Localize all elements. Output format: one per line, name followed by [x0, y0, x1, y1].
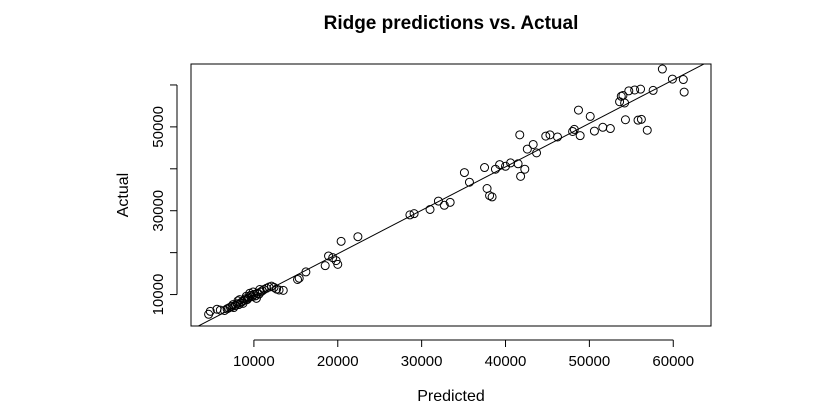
data-point	[487, 192, 497, 202]
data-point	[575, 131, 585, 141]
data-point	[515, 130, 525, 140]
data-point	[541, 131, 551, 141]
data-point	[409, 209, 419, 219]
data-point	[293, 274, 303, 284]
data-point	[532, 148, 542, 158]
data-point	[678, 75, 688, 85]
data-point	[585, 111, 595, 121]
y-tick-label: 30000	[150, 190, 167, 232]
data-point	[520, 164, 530, 174]
data-point	[657, 64, 667, 74]
data-point	[553, 132, 563, 142]
data-point	[294, 273, 304, 283]
data-point	[633, 115, 643, 125]
data-point	[495, 160, 505, 170]
data-point	[269, 282, 279, 292]
data-point	[405, 210, 415, 220]
data-point	[324, 251, 334, 261]
data-point	[679, 87, 689, 97]
data-point	[205, 306, 215, 316]
y-axis: 10000 30000 50000	[150, 84, 178, 316]
data-point	[630, 85, 640, 95]
data-point	[333, 259, 343, 269]
data-point	[618, 90, 628, 100]
data-point	[439, 200, 449, 210]
data-point	[301, 267, 311, 277]
data-point	[573, 105, 583, 115]
data-point	[243, 293, 253, 303]
data-point	[501, 161, 511, 171]
data-point	[241, 291, 251, 301]
data-point	[569, 124, 579, 134]
x-tick-label: 60000	[652, 353, 694, 370]
x-axis-label: Predicted	[417, 388, 485, 405]
data-point	[636, 114, 646, 124]
x-tick-label: 20000	[317, 353, 359, 370]
data-point	[648, 85, 658, 95]
data-point	[528, 139, 538, 149]
x-tick-label: 10000	[233, 353, 275, 370]
data-point	[278, 285, 288, 295]
data-point	[433, 196, 443, 206]
data-point	[353, 232, 363, 242]
plot-frame	[190, 63, 712, 327]
y-tick-label: 50000	[150, 106, 167, 148]
data-point	[425, 204, 435, 214]
data-point	[522, 144, 532, 154]
data-point	[336, 236, 346, 246]
data-point	[605, 124, 615, 134]
data-point	[589, 126, 599, 136]
data-point	[464, 177, 474, 187]
y-tick-label: 10000	[150, 274, 167, 316]
data-point	[620, 115, 630, 125]
data-point	[328, 253, 338, 263]
data-point	[568, 126, 578, 136]
data-point	[215, 305, 225, 315]
x-tick-label: 30000	[401, 353, 443, 370]
chart-title: Ridge predictions vs. Actual	[324, 13, 579, 34]
data-point	[620, 98, 630, 108]
data-point	[598, 122, 608, 132]
data-point	[320, 261, 330, 271]
x-axis: 10000 20000 30000 40000 50000 60000	[233, 339, 694, 370]
data-point	[636, 84, 646, 94]
scatter-points	[204, 64, 689, 319]
data-point	[667, 74, 677, 84]
data-point	[642, 125, 652, 135]
data-point	[255, 285, 265, 295]
data-point	[233, 296, 243, 306]
data-point	[274, 285, 284, 295]
y-axis-label: Actual	[115, 173, 132, 217]
data-point	[227, 301, 237, 311]
data-point	[480, 163, 490, 173]
data-point	[459, 168, 469, 178]
data-point	[238, 298, 248, 308]
data-point	[445, 197, 455, 207]
data-point	[516, 171, 526, 181]
x-tick-label: 40000	[485, 353, 527, 370]
data-point	[624, 86, 634, 96]
x-tick-label: 50000	[569, 353, 611, 370]
data-point	[513, 159, 523, 169]
